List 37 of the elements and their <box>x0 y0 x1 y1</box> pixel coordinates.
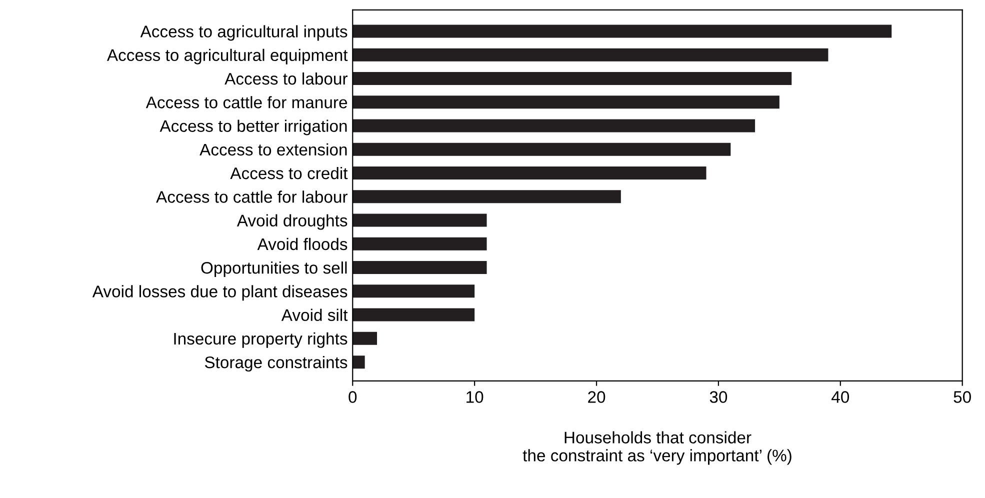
y-tick-label: Insecure property rights <box>174 332 348 348</box>
y-tick-label: Access to cattle for labour <box>156 190 348 203</box>
y-tick-label: Access to agricultural inputs <box>140 25 348 41</box>
x-tick-label: 30 <box>710 391 728 403</box>
y-tick-label: Avoid floods <box>257 238 348 250</box>
x-tick-label: 50 <box>954 391 971 403</box>
y-tick-label: Access to better irrigation <box>160 120 347 136</box>
x-tick-label: 10 <box>466 391 484 403</box>
y-tick-label: Access to labour <box>224 72 348 85</box>
x-tick-label: 40 <box>832 391 850 403</box>
y-tick-label: Avoid droughts <box>236 214 348 230</box>
bar <box>352 72 792 85</box>
bar <box>352 261 487 274</box>
bar <box>352 48 828 62</box>
y-tick-label: Access to credit <box>230 166 348 180</box>
bar <box>352 308 475 322</box>
bar <box>352 356 365 369</box>
y-tick-label: Access to agricultural equipment <box>106 48 348 64</box>
y-tick-label: Opportunities to sell <box>201 262 347 278</box>
x-axis-title: Households that consider the constraint as ‘very important’ (%) <box>522 431 792 465</box>
y-tick-label: Access to extension <box>200 143 347 156</box>
bar <box>352 142 731 156</box>
bar <box>352 96 780 109</box>
y-tick-label: Avoid silt <box>281 308 348 322</box>
bar <box>352 284 475 298</box>
bar <box>352 214 487 227</box>
bar <box>352 237 487 250</box>
bar <box>352 332 378 345</box>
y-tick-label: Storage constraints <box>204 356 348 372</box>
y-tick-label: Access to cattle for manure <box>146 96 348 108</box>
y-tick-label: Avoid losses due to plant diseases <box>92 285 348 301</box>
bar <box>352 166 706 180</box>
x-tick-label: 20 <box>588 391 606 403</box>
x-tick-label: 0 <box>348 391 357 403</box>
bar <box>352 190 621 204</box>
bar <box>352 119 756 132</box>
bar <box>352 24 892 38</box>
